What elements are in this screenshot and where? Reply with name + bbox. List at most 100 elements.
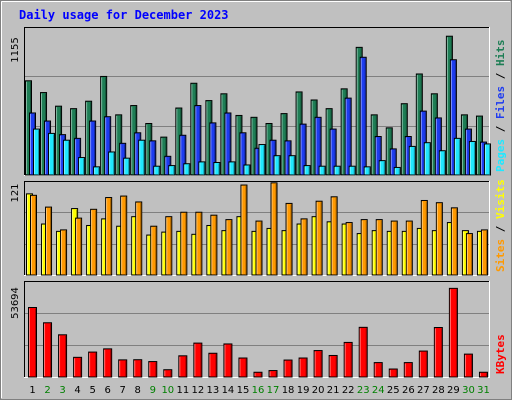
- bar-sites-day-22: [345, 222, 353, 276]
- legend-kbytes: KBytes: [494, 334, 507, 374]
- legend-text: Sites / Visits: [494, 179, 507, 272]
- day-label-17: 17: [267, 385, 280, 396]
- bar-kbytes-day-28: [433, 327, 443, 378]
- bar-sites-day-20: [315, 200, 323, 276]
- bar-pages-day-27: [423, 142, 431, 176]
- bar-pages-day-2: [48, 132, 56, 176]
- legend-separator: /: [494, 119, 507, 139]
- bar-sites-day-30: [465, 233, 473, 276]
- bar-sites-day-9: [150, 225, 158, 276]
- bar-pages-day-28: [438, 150, 446, 176]
- bar-pages-day-29: [453, 137, 461, 176]
- day-label-8: 8: [135, 385, 141, 396]
- bar-files-day-21: [329, 128, 337, 176]
- legend-text: KBytes: [494, 334, 507, 374]
- bar-files-day-24: [374, 136, 382, 176]
- bar-pages-day-19: [303, 165, 311, 176]
- bar-kbytes-day-30: [463, 353, 473, 378]
- bar-kbytes-day-23: [358, 326, 368, 378]
- bar-sites-day-18: [285, 202, 293, 276]
- bar-pages-day-5: [93, 166, 101, 176]
- bar-pages-day-20: [318, 165, 326, 176]
- bar-kbytes-day-12: [193, 342, 203, 378]
- bar-sites-day-1: [30, 194, 37, 276]
- bar-pages-day-11: [183, 163, 191, 176]
- panel-visits-max-label: 121: [10, 183, 21, 202]
- day-label-29: 29: [447, 385, 460, 396]
- day-label-15: 15: [237, 385, 250, 396]
- bar-kbytes-day-20: [313, 350, 323, 378]
- bar-sites-day-13: [210, 214, 218, 276]
- bar-kbytes-day-1: [28, 307, 37, 378]
- bar-sites-day-28: [435, 202, 443, 276]
- day-label-3: 3: [59, 385, 65, 396]
- day-label-14: 14: [222, 385, 235, 396]
- day-label-12: 12: [192, 385, 205, 396]
- bar-pages-day-1: [33, 128, 40, 176]
- legend-files: Files: [494, 86, 507, 119]
- bar-kbytes-day-6: [103, 348, 113, 378]
- day-label-9: 9: [150, 385, 156, 396]
- legend-separator: /: [494, 66, 507, 86]
- legend-hits: Hits: [494, 40, 507, 67]
- bar-sites-day-31: [480, 229, 488, 276]
- bar-kbytes-day-14: [223, 343, 233, 378]
- bar-sites-day-19: [300, 218, 308, 276]
- bar-files-day-28: [434, 117, 442, 176]
- legend-pages: Pages: [494, 139, 507, 172]
- bar-files-day-19: [299, 123, 307, 176]
- bar-files-day-23: [359, 56, 367, 176]
- day-label-13: 13: [207, 385, 220, 396]
- day-label-25: 25: [387, 385, 400, 396]
- legend-visits: Visits: [494, 179, 507, 219]
- chart-title: Daily usage for December 2023: [19, 8, 229, 22]
- day-label-21: 21: [327, 385, 340, 396]
- bar-sites-day-14: [225, 219, 233, 276]
- day-label-19: 19: [297, 385, 310, 396]
- bar-sites-day-27: [420, 199, 428, 276]
- bar-sites-day-7: [120, 195, 128, 276]
- bar-files-day-6: [104, 116, 112, 176]
- bar-pages-day-14: [228, 161, 236, 176]
- bar-pages-day-23: [363, 166, 371, 176]
- bar-sites-day-15: [240, 184, 248, 276]
- bar-pages-day-13: [213, 162, 221, 176]
- bar-kbytes-day-16: [253, 371, 263, 378]
- bar-pages-day-8: [138, 139, 146, 176]
- bar-files-day-12: [194, 105, 202, 176]
- day-label-31: 31: [477, 385, 490, 396]
- bar-files-day-11: [179, 134, 187, 176]
- bar-pages-day-31: [483, 143, 491, 176]
- bar-kbytes-day-9: [148, 361, 158, 378]
- bar-pages-day-21: [333, 165, 341, 176]
- day-label-26: 26: [402, 385, 415, 396]
- bar-sites-day-11: [180, 211, 188, 276]
- bar-pages-day-25: [393, 166, 401, 176]
- day-label-6: 6: [104, 385, 110, 396]
- bar-kbytes-day-24: [373, 362, 383, 378]
- bar-sites-day-17: [270, 182, 278, 276]
- bar-sites-day-6: [105, 197, 113, 276]
- bar-sites-day-26: [405, 220, 413, 276]
- bar-files-day-15: [239, 132, 247, 176]
- day-label-23: 23: [357, 385, 370, 396]
- day-label-18: 18: [282, 385, 295, 396]
- bar-pages-day-17: [273, 155, 281, 176]
- bar-sites-day-23: [360, 219, 368, 276]
- bar-pages-day-15: [243, 164, 251, 176]
- bar-pages-day-12: [198, 161, 206, 176]
- day-label-28: 28: [432, 385, 445, 396]
- day-label-4: 4: [74, 385, 80, 396]
- panel-hits-files-pages: [24, 27, 491, 176]
- bar-sites-day-2: [45, 206, 53, 276]
- bar-pages-day-16: [258, 144, 266, 176]
- bar-kbytes-day-5: [88, 351, 98, 378]
- bar-kbytes-day-31: [478, 371, 488, 378]
- bar-kbytes-day-17: [268, 370, 278, 378]
- bar-kbytes-day-25: [388, 368, 398, 378]
- day-label-16: 16: [252, 385, 265, 396]
- day-label-22: 22: [342, 385, 355, 396]
- bar-kbytes-day-19: [298, 357, 308, 378]
- bar-hits-day-16: [250, 116, 258, 176]
